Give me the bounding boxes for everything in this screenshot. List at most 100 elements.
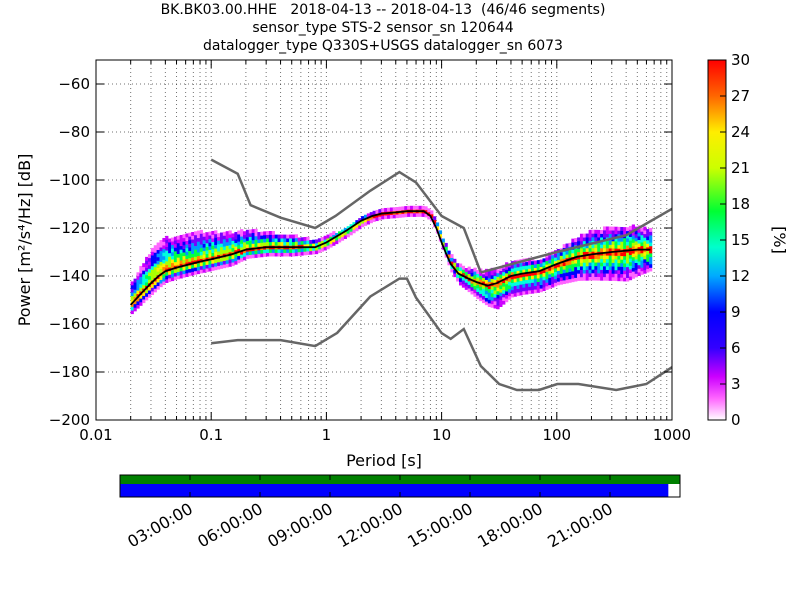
histogram-cell [242,234,247,239]
histogram-cell [263,242,267,247]
histogram-cell [194,256,198,261]
histogram-cell [522,265,526,270]
histogram-cell [528,275,532,280]
histogram-cell [156,282,160,287]
histogram-cell [600,255,604,260]
histogram-cell [496,283,500,288]
histogram-cell [631,224,635,229]
histogram-cell [303,247,307,252]
histogram-cell [254,250,258,255]
histogram-cell [554,257,558,262]
histogram-cell [571,260,575,265]
histogram-cell [530,289,535,294]
histogram-cell [346,229,350,234]
histogram-cell [355,227,359,232]
histogram-cell [194,252,198,257]
histogram-cell [493,268,497,273]
histogram-cell [565,250,569,255]
histogram-cell [191,246,195,251]
histogram-cell [519,280,523,285]
histogram-cell [617,241,621,246]
histogram-cell [473,267,477,272]
histogram-cell [608,266,612,271]
histogram-cell [202,243,206,248]
histogram-cell [626,274,630,278]
histogram-cell [205,250,209,255]
histogram-cell [338,238,342,243]
histogram-cell [602,226,607,231]
histogram-cell [314,243,319,247]
histogram-cell [145,271,149,276]
histogram-cell [626,227,630,232]
histogram-cell [199,240,203,245]
histogram-cell [623,266,627,271]
histogram-cell [314,246,319,251]
histogram-cell [242,245,247,250]
histogram-cell [208,249,212,254]
histogram-cell [634,233,638,238]
histogram-cell [142,270,146,275]
histogram-cell [297,251,301,256]
histogram-cell [228,237,232,242]
histogram-cell [182,248,186,253]
histogram-cell [614,269,618,274]
histogram-cell [582,262,587,267]
histogram-cell [490,289,494,294]
histogram-cell [620,259,624,264]
histogram-cell [582,269,587,274]
histogram-cell [490,293,494,297]
histogram-cell [559,251,563,256]
histogram-cell [507,267,512,272]
histogram-cell [191,264,195,269]
histogram-cell [585,258,589,263]
histogram-cell [208,235,212,240]
histogram-cell [234,249,238,254]
histogram-cell [444,242,448,247]
histogram-cell [191,257,195,262]
histogram-cell [588,276,592,281]
histogram-cell [568,242,572,247]
histogram-cell [165,239,169,244]
histogram-cell [153,252,157,257]
histogram-cell [435,222,440,227]
histogram-cell [142,295,146,300]
histogram-cell [165,275,169,280]
histogram-cell [554,268,558,273]
histogram-cell [277,234,281,239]
histogram-cell [634,230,638,235]
histogram-cell [600,233,604,238]
histogram-cell [240,239,244,244]
histogram-cell [516,281,520,286]
histogram-cell [156,253,160,258]
histogram-cell [147,286,152,291]
histogram-cell [234,253,238,258]
histogram-cell [597,258,601,263]
histogram-cell [579,240,584,245]
histogram-cell [219,261,224,266]
y-tick-label: −100 [49,171,90,189]
histogram-cell [170,244,175,249]
histogram-cell [162,277,166,282]
histogram-cell [643,269,647,274]
histogram-cell [565,254,569,259]
colorbar-tick-label: 15 [731,231,750,249]
histogram-cell [620,237,624,242]
histogram-cell [133,293,137,297]
histogram-cell [145,256,149,261]
timeline-tick-label: 12:00:00 [334,499,406,551]
histogram-cell [173,243,178,248]
histogram-cell [626,256,630,260]
histogram-cell [222,249,227,254]
histogram-cell [464,282,468,287]
histogram-cell [251,229,255,234]
histogram-cell [548,284,552,289]
histogram-cell [240,243,244,248]
histogram-cell [551,254,555,259]
histogram-cell [605,226,610,231]
histogram-cell [139,265,143,270]
histogram-cell [185,240,189,245]
histogram-cell [623,237,627,242]
histogram-cell [263,231,267,236]
histogram-cell [473,278,477,283]
histogram-cell [484,276,489,280]
